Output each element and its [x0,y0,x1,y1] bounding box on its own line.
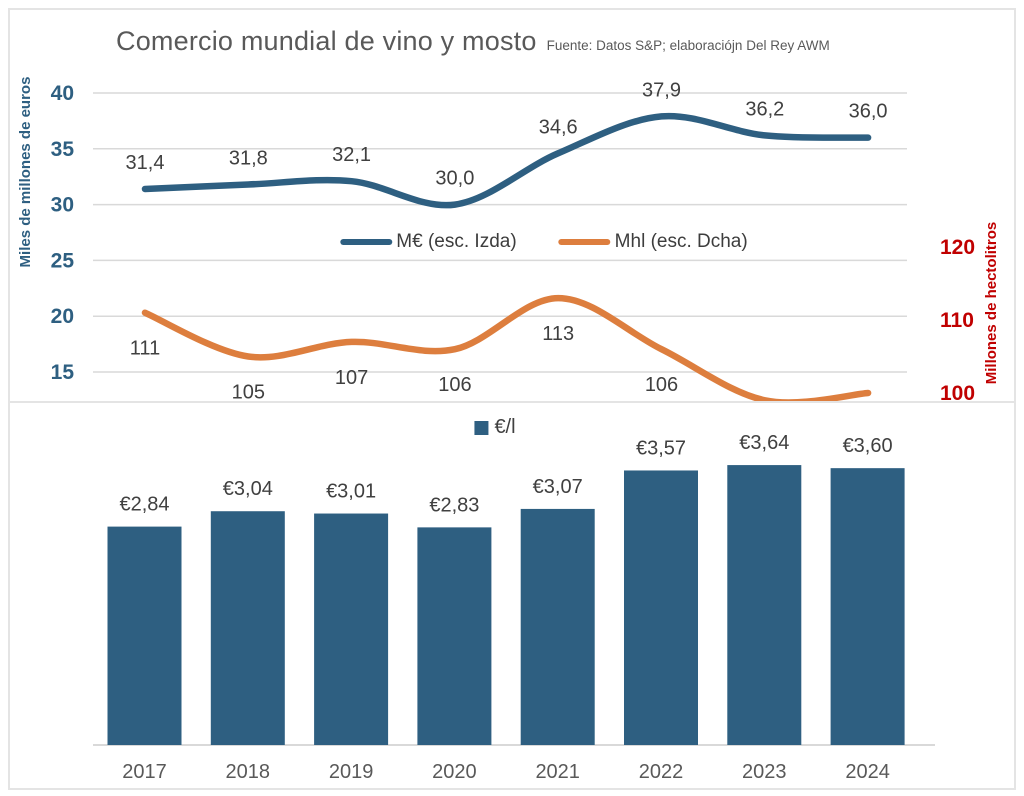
price-bar [624,470,698,745]
legend-item-me: M€ (esc. Izda) [340,231,517,253]
bar-legend-label: €/l [494,416,516,438]
bar-value-label: €3,07 [533,476,583,498]
data-point-label: 111 [130,338,160,360]
bar-value-label: €2,84 [119,494,169,516]
bar-value-label: €3,01 [326,481,376,503]
bar-swatch-icon [474,420,489,435]
chart-title-row: Comercio mundial de vino y mosto Fuente:… [116,26,830,57]
year-label: 2024 [845,761,890,783]
left-axis-tick: 30 [51,194,74,217]
data-point-label: 113 [542,323,574,345]
bar-value-label: €3,60 [843,435,893,457]
data-point-label: 106 [438,374,471,396]
line-chart-legend: M€ (esc. Izda) Mhl (esc. Dcha) [340,231,748,253]
data-point-label: 36,0 [849,101,888,123]
data-point-label: 106 [645,374,678,396]
line-chart: 40 35 30 25 20 15 120 110 100 Miles de millones d… [17,77,1000,402]
bar-chart-panel: €/l €2,84 2017 €3,04 2018 €3,01 2019 €2,83 2020… [8,403,1016,790]
left-axis-tick: 20 [51,305,74,328]
value-line-eur [141,112,872,209]
volume-line-mhl [141,294,872,401]
year-label: 2020 [432,761,477,783]
data-point-label: 107 [335,367,368,389]
data-point-label: 34,6 [539,116,578,138]
left-axis-tick: 40 [51,82,74,105]
right-axis-title: Millones de hectolitros [983,222,1000,385]
price-bar [210,511,285,745]
year-label: 2019 [329,761,374,783]
legend-label-me: M€ (esc. Izda) [396,231,517,252]
line-chart-panel: Comercio mundial de vino y mosto Fuente:… [8,8,1016,403]
chart-source-note: Fuente: Datos S&P; elaboraciójn Del Rey … [546,38,830,53]
data-point-label: 31,8 [229,148,268,170]
data-point-label: 30,0 [435,168,474,190]
left-axis-tick: 35 [51,138,75,161]
data-point-label: 105 [232,382,265,402]
data-point-label: 31,4 [126,152,165,174]
bar-value-label: €3,57 [636,437,686,459]
legend-label-mhl: Mhl (esc. Dcha) [614,231,748,252]
price-bar [830,468,905,745]
page-title: Comercio mundial de vino y mosto [116,26,537,56]
year-label: 2022 [639,761,684,783]
left-axis-tick: 25 [51,249,75,272]
year-label: 2023 [742,761,787,783]
price-bar [107,526,182,745]
left-axis-tick: 15 [51,361,75,384]
price-bar [520,508,595,745]
price-bar [727,465,802,745]
right-axis-tick: 100 [940,382,975,401]
price-bar [314,513,389,745]
bar-chart: €2,84 2017 €3,04 2018 €3,01 2019 €2,83 2020 €3,0… [93,432,935,783]
bar-value-label: €2,83 [429,494,479,516]
right-axis-tick: 110 [940,309,974,332]
legend-item-mhl: Mhl (esc. Dcha) [558,231,748,253]
data-point-label: 37,9 [642,79,681,101]
year-label: 2018 [226,761,271,783]
price-bar [417,527,492,745]
right-axis-tick: 120 [940,236,975,259]
left-axis-title: Miles de millones de euros [17,77,34,268]
orange-line-swatch-icon [558,239,611,245]
data-point-label: 32,1 [332,144,371,166]
blue-line-swatch-icon [340,239,393,245]
data-point-label: 36,2 [745,98,784,120]
year-label: 2021 [535,761,580,783]
year-label: 2017 [122,761,167,783]
bar-chart-legend: €/l [474,416,516,439]
bar-value-label: €3,04 [223,478,273,500]
bar-value-label: €3,64 [739,432,789,454]
